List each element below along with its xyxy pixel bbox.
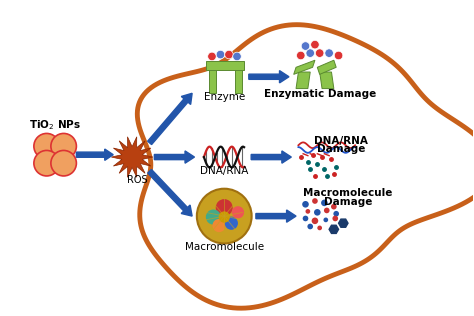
Circle shape — [334, 51, 343, 60]
Polygon shape — [317, 60, 336, 74]
Text: Enzyme: Enzyme — [204, 92, 245, 102]
Circle shape — [303, 216, 308, 221]
Text: TiO$_2$ NPs: TiO$_2$ NPs — [29, 118, 81, 132]
Circle shape — [310, 40, 319, 49]
Circle shape — [315, 49, 324, 58]
Circle shape — [216, 199, 233, 216]
Polygon shape — [209, 65, 216, 93]
FancyArrow shape — [249, 70, 289, 83]
FancyArrow shape — [251, 151, 292, 163]
Bar — [206, 61, 244, 70]
FancyArrow shape — [147, 93, 192, 145]
FancyArrow shape — [148, 169, 192, 216]
Text: ROS: ROS — [127, 175, 147, 185]
Circle shape — [51, 133, 76, 159]
Text: Damage: Damage — [324, 197, 372, 207]
Polygon shape — [235, 65, 242, 93]
Circle shape — [206, 210, 221, 225]
Circle shape — [34, 150, 59, 176]
Circle shape — [333, 211, 339, 216]
Text: DNA/RNA: DNA/RNA — [200, 166, 248, 176]
Circle shape — [324, 208, 329, 213]
Polygon shape — [137, 25, 474, 308]
Circle shape — [306, 49, 314, 58]
Circle shape — [197, 189, 252, 244]
Circle shape — [311, 217, 318, 224]
Circle shape — [317, 226, 322, 230]
FancyArrow shape — [155, 151, 194, 163]
FancyArrow shape — [256, 210, 296, 222]
Polygon shape — [319, 72, 334, 88]
Circle shape — [297, 51, 305, 60]
Circle shape — [232, 206, 244, 218]
Text: Enzymatic Damage: Enzymatic Damage — [264, 89, 376, 99]
Text: Macromolecule: Macromolecule — [185, 242, 264, 252]
Circle shape — [212, 219, 226, 232]
Circle shape — [325, 49, 333, 58]
FancyArrow shape — [76, 149, 113, 160]
Circle shape — [314, 209, 320, 216]
Circle shape — [323, 217, 328, 222]
Text: Damage: Damage — [317, 144, 365, 154]
Circle shape — [216, 50, 225, 59]
Circle shape — [208, 52, 216, 61]
Circle shape — [331, 204, 337, 210]
Circle shape — [306, 209, 310, 214]
Circle shape — [225, 216, 238, 230]
Circle shape — [302, 201, 309, 208]
Polygon shape — [296, 72, 310, 88]
Polygon shape — [294, 60, 315, 74]
Circle shape — [51, 150, 76, 176]
Polygon shape — [338, 219, 348, 227]
Circle shape — [332, 216, 338, 221]
Text: DNA/RNA: DNA/RNA — [314, 136, 368, 146]
Polygon shape — [329, 225, 338, 234]
Circle shape — [233, 52, 241, 61]
Circle shape — [34, 133, 59, 159]
Polygon shape — [111, 137, 153, 177]
Circle shape — [219, 211, 230, 223]
Circle shape — [321, 200, 328, 206]
Circle shape — [301, 42, 310, 50]
Circle shape — [307, 224, 313, 229]
Text: Macromolecule: Macromolecule — [303, 188, 392, 198]
Circle shape — [225, 50, 233, 59]
Circle shape — [312, 198, 318, 204]
